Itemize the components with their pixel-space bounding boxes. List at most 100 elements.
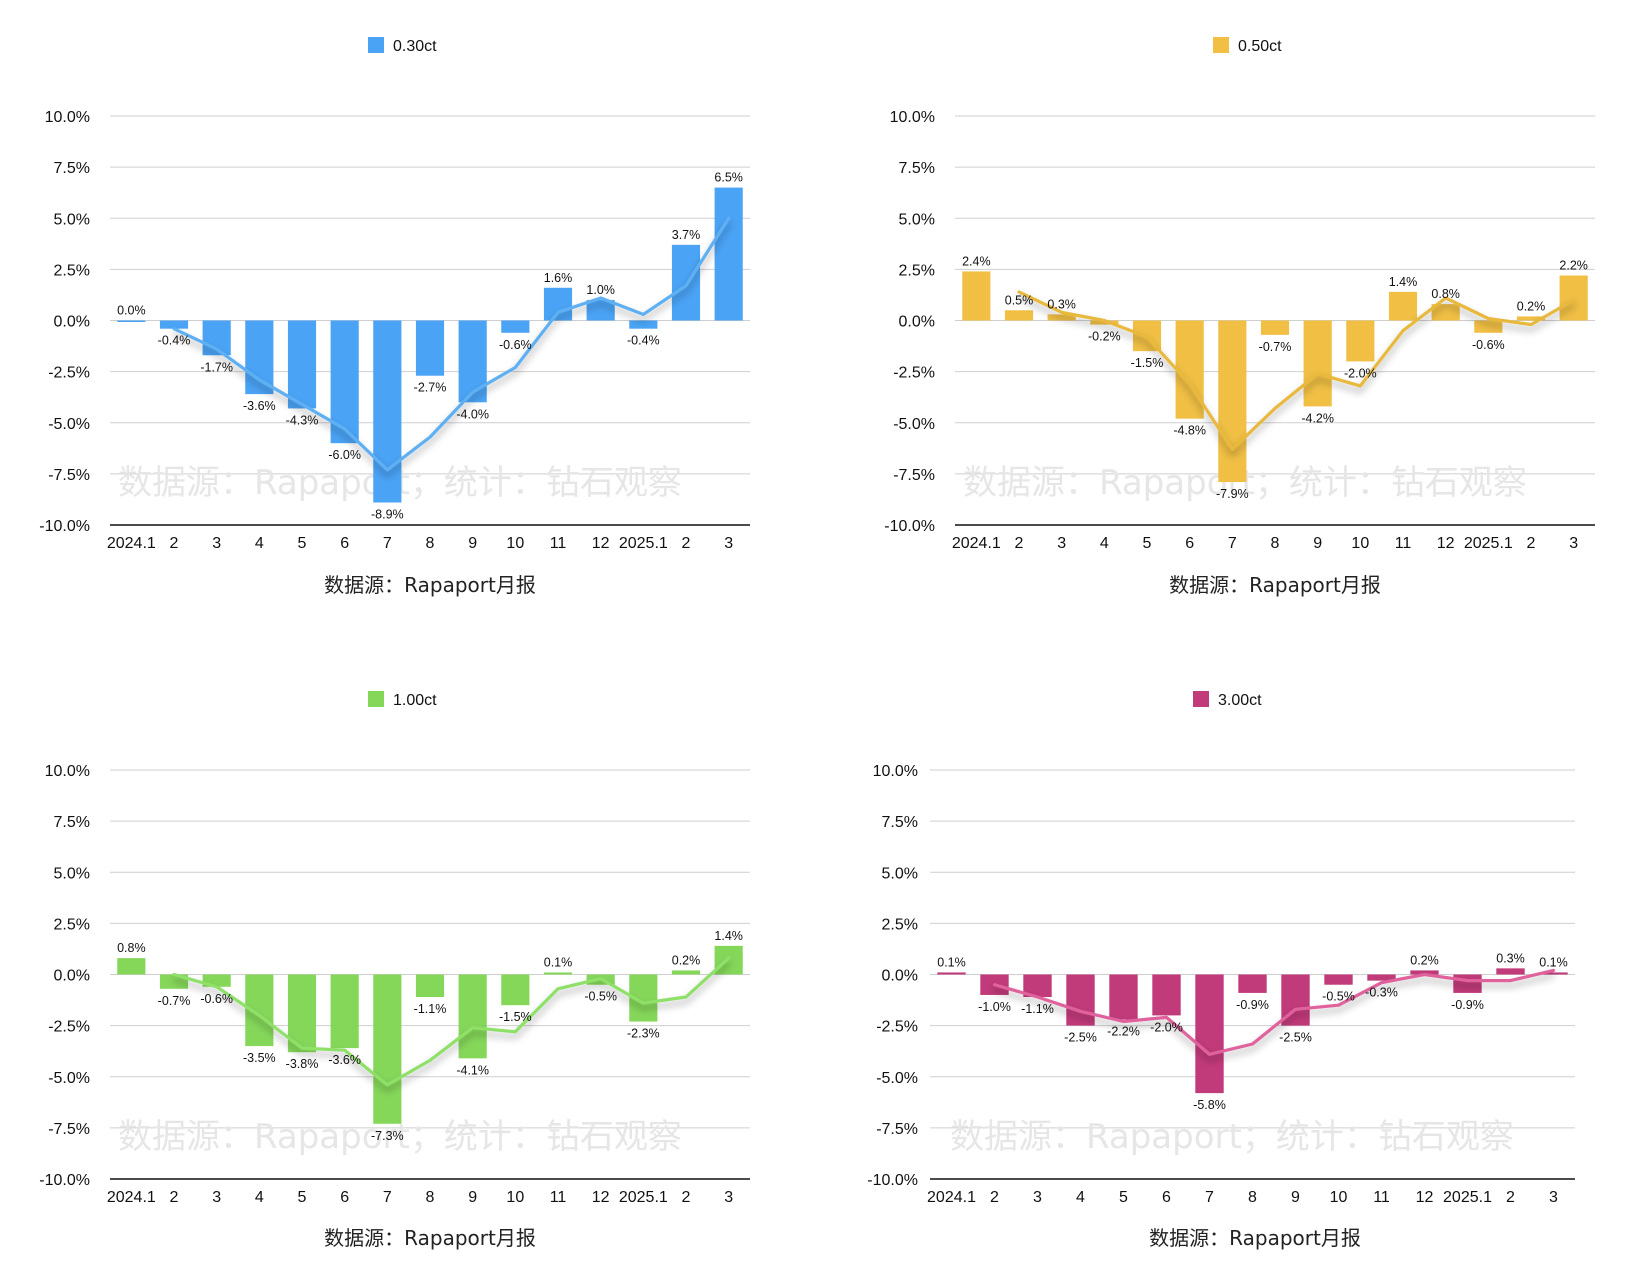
- trend-line: [992, 968, 1556, 1056]
- bar-0: [117, 958, 146, 975]
- x-tick-label: 3: [212, 535, 221, 552]
- x-tick-label: 11: [550, 535, 567, 552]
- bar-10: [1367, 974, 1396, 981]
- x-tick-label: 10: [506, 535, 524, 552]
- data-label-8: -2.5%: [1279, 1031, 1312, 1045]
- data-label-3: -0.2%: [1088, 330, 1121, 344]
- y-tick-label: -10.0%: [39, 1172, 90, 1189]
- x-tick-label: 3: [1549, 1189, 1558, 1206]
- x-tick-label: 11: [1395, 535, 1412, 552]
- bar-2: [1023, 974, 1052, 997]
- y-tick-label: 2.5%: [882, 916, 918, 933]
- bar-4: [1109, 974, 1138, 1020]
- y-tick-label: -10.0%: [884, 518, 935, 535]
- x-tick-label: 6: [340, 1189, 349, 1206]
- bar-3: [245, 320, 274, 395]
- y-tick-label: -5.0%: [876, 1070, 918, 1087]
- data-label-4: -4.3%: [286, 413, 319, 427]
- y-tick-label: 0.0%: [54, 314, 90, 331]
- bar-12: [1453, 974, 1482, 993]
- data-label-6: -7.3%: [371, 1129, 404, 1143]
- x-tick-label: 9: [1313, 535, 1322, 552]
- x-tick-label: 2: [1506, 1189, 1515, 1206]
- y-tick-label: -7.5%: [893, 467, 935, 484]
- data-label-12: -0.4%: [627, 334, 660, 348]
- x-tick-label: 5: [1143, 535, 1152, 552]
- y-tick-label: 5.0%: [54, 211, 90, 228]
- x-tick-label: 2024.1: [952, 535, 1001, 552]
- x-tick-label: 10: [1330, 1189, 1348, 1206]
- data-label-8: -4.1%: [456, 1063, 489, 1077]
- chart-panel-1-00ct: 1.00ct 10.0% 7.5% 5.0% 2.5% 0.0% -2.5% -5.0% -7.…: [39, 691, 750, 1250]
- trend-line: [1017, 290, 1576, 451]
- data-label-0: 2.4%: [962, 254, 991, 268]
- legend-swatch: [1193, 691, 1209, 707]
- bar-8: [458, 320, 487, 403]
- data-label-1: -1.0%: [978, 1000, 1011, 1014]
- bar-7: [1260, 320, 1290, 335]
- data-label-10: 1.6%: [544, 271, 573, 285]
- x-tick-label: 2024.1: [107, 1189, 156, 1206]
- data-label-4: -1.5%: [1131, 356, 1164, 370]
- bar-2: [1047, 314, 1076, 321]
- y-tick-label: 0.0%: [882, 968, 918, 985]
- data-label-14: 1.4%: [714, 929, 743, 943]
- chart-panel-0-50ct: 0.50ct 10.0% 7.5% 5.0% 2.5% 0.0% -2.5% -5.0% -7.…: [884, 37, 1595, 597]
- bar-8: [458, 974, 487, 1059]
- data-label-8: -4.0%: [456, 407, 489, 421]
- x-tick-label: 2: [682, 1189, 691, 1206]
- x-tick-label: 12: [1416, 1189, 1434, 1206]
- bar-0: [117, 320, 146, 322]
- x-tick-label: 2025.1: [619, 535, 668, 552]
- data-label-1: -0.4%: [158, 334, 191, 348]
- bar-6: [373, 974, 402, 1124]
- x-tick-label: 10: [506, 1189, 524, 1206]
- bar-13: [1496, 968, 1525, 975]
- bar-3: [1090, 320, 1119, 325]
- bar-11: [1431, 304, 1460, 321]
- x-tick-label: 3: [1569, 535, 1578, 552]
- bar-10: [543, 972, 573, 975]
- data-label-5: -3.6%: [328, 1053, 361, 1067]
- bar-3: [1066, 974, 1095, 1026]
- bar-14: [1539, 972, 1568, 975]
- bar-5: [1175, 320, 1204, 419]
- y-tick-label: 5.0%: [54, 865, 90, 882]
- y-tick-label: -7.5%: [48, 1121, 90, 1138]
- data-label-9: -0.5%: [1322, 990, 1355, 1004]
- y-tick-label: 10.0%: [45, 763, 90, 780]
- x-tick-label: 2025.1: [619, 1189, 668, 1206]
- y-tick-label: -5.0%: [48, 1070, 90, 1087]
- bar-11: [1410, 970, 1439, 975]
- data-label-0: 0.8%: [117, 941, 146, 955]
- y-tick-label: -5.0%: [893, 416, 935, 433]
- x-tick-label: 4: [255, 535, 264, 552]
- data-label-11: 0.8%: [1431, 287, 1460, 301]
- bar-14: [1559, 275, 1588, 321]
- y-tick-label: 10.0%: [890, 109, 935, 126]
- data-label-5: -2.0%: [1150, 1020, 1183, 1034]
- data-label-13: 3.7%: [672, 228, 701, 242]
- data-label-9: -0.6%: [499, 338, 532, 352]
- watermark: 数据源：Rapaport；统计：钻石观察: [950, 1117, 1514, 1157]
- bar-14: [714, 187, 743, 321]
- data-label-6: -7.9%: [1216, 487, 1249, 501]
- bar-4: [287, 320, 317, 409]
- bar-5: [1152, 974, 1181, 1016]
- y-tick-label: 7.5%: [882, 814, 918, 831]
- data-label-2: -1.7%: [200, 360, 233, 374]
- y-tick-label: -2.5%: [876, 1019, 918, 1036]
- y-tick-label: -5.0%: [48, 416, 90, 433]
- y-tick-label: 7.5%: [899, 160, 935, 177]
- bar-1: [1004, 310, 1034, 321]
- data-label-0: 0.0%: [117, 304, 146, 318]
- bar-0: [937, 972, 966, 975]
- bar-9: [1346, 320, 1375, 362]
- y-tick-label: 2.5%: [54, 916, 90, 933]
- bar-13: [1516, 316, 1546, 321]
- bar-9: [501, 974, 530, 1006]
- data-label-11: -0.5%: [584, 990, 617, 1004]
- x-tick-label: 3: [1057, 535, 1066, 552]
- x-tick-label: 6: [340, 535, 349, 552]
- x-tick-label: 7: [383, 535, 392, 552]
